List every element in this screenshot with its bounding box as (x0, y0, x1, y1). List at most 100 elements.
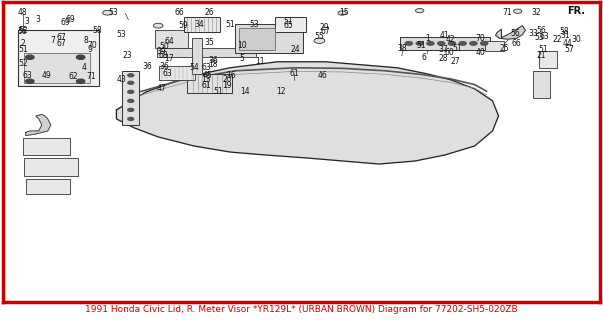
Text: 63: 63 (540, 32, 549, 41)
Text: 1: 1 (426, 34, 431, 43)
Circle shape (26, 55, 34, 59)
Text: 19: 19 (222, 81, 232, 90)
Text: 32: 32 (531, 8, 541, 17)
Text: 4: 4 (81, 63, 86, 72)
Bar (539, 51, 557, 68)
Text: 53: 53 (534, 33, 544, 42)
Text: 26: 26 (204, 8, 214, 17)
Text: 3: 3 (25, 17, 30, 26)
Text: 53: 53 (249, 20, 259, 29)
Text: 39: 39 (156, 47, 166, 56)
Text: 58: 58 (560, 27, 569, 36)
Text: 51: 51 (416, 41, 426, 50)
Bar (533, 71, 550, 98)
Bar (23, 139, 71, 155)
Text: 21: 21 (537, 51, 546, 60)
Circle shape (438, 42, 445, 45)
Text: 59: 59 (178, 21, 188, 30)
Bar (24, 53, 90, 83)
Text: 45: 45 (202, 71, 212, 80)
Polygon shape (496, 26, 525, 39)
Text: 27: 27 (450, 57, 460, 66)
Text: FR.: FR. (567, 6, 585, 16)
Circle shape (427, 42, 434, 45)
Text: 36: 36 (208, 56, 218, 65)
Polygon shape (116, 62, 499, 164)
Text: 51: 51 (213, 87, 223, 96)
Text: 24: 24 (291, 45, 300, 54)
Circle shape (459, 42, 466, 45)
Text: 63: 63 (201, 63, 211, 72)
Text: 70: 70 (476, 34, 485, 43)
Text: 61: 61 (201, 81, 211, 90)
Text: 69: 69 (61, 18, 71, 27)
Bar (192, 38, 203, 74)
Circle shape (449, 42, 455, 45)
Bar (184, 17, 219, 32)
Text: 23: 23 (122, 51, 132, 60)
Text: 20: 20 (222, 75, 232, 84)
Circle shape (153, 23, 163, 28)
Text: 30: 30 (571, 35, 581, 44)
Text: 33: 33 (528, 29, 538, 38)
Text: 67: 67 (57, 33, 66, 42)
Text: 5: 5 (239, 54, 244, 63)
Circle shape (77, 79, 85, 84)
Circle shape (128, 117, 134, 120)
Text: 67: 67 (57, 39, 66, 48)
Bar (157, 48, 256, 57)
Text: 53: 53 (109, 8, 118, 17)
Text: 71: 71 (87, 72, 96, 81)
Circle shape (405, 42, 412, 45)
Bar (274, 17, 306, 32)
Text: 65: 65 (283, 21, 293, 30)
Text: 70: 70 (87, 41, 98, 50)
Circle shape (470, 42, 477, 45)
Text: 16: 16 (226, 71, 236, 80)
Text: 18: 18 (209, 60, 218, 69)
Text: 25: 25 (500, 44, 510, 53)
Bar (485, 41, 505, 51)
Circle shape (338, 11, 346, 15)
Text: 10: 10 (237, 41, 247, 50)
Circle shape (128, 81, 134, 84)
Text: 55: 55 (315, 32, 324, 41)
Text: 69: 69 (65, 15, 75, 24)
Text: 49: 49 (42, 71, 51, 80)
Text: 9: 9 (87, 45, 92, 54)
Text: 29: 29 (320, 23, 329, 32)
Text: 51: 51 (225, 20, 235, 29)
Circle shape (128, 90, 134, 93)
Text: 40: 40 (476, 48, 485, 57)
Text: 14: 14 (240, 87, 250, 96)
Text: 28: 28 (439, 54, 448, 63)
Text: 36: 36 (159, 62, 169, 71)
Circle shape (415, 9, 424, 13)
Text: 13: 13 (201, 75, 211, 84)
Text: 46: 46 (318, 71, 327, 80)
Text: 43: 43 (116, 75, 126, 84)
Bar (187, 74, 232, 93)
Bar (400, 37, 490, 50)
Text: 66: 66 (174, 8, 184, 17)
Text: 71: 71 (503, 8, 513, 17)
Text: 61: 61 (289, 69, 299, 78)
Circle shape (128, 99, 134, 102)
Bar (239, 28, 274, 50)
Text: 51: 51 (538, 45, 548, 54)
Text: 57: 57 (564, 45, 574, 54)
Text: 17: 17 (164, 54, 174, 63)
Text: 48: 48 (18, 8, 28, 17)
Text: 56: 56 (537, 26, 546, 35)
Text: 62: 62 (69, 72, 78, 81)
Circle shape (77, 55, 85, 59)
Text: 47: 47 (156, 84, 166, 93)
Text: 54: 54 (189, 63, 199, 72)
Text: 68: 68 (158, 51, 168, 60)
Bar (155, 30, 188, 48)
Text: 52: 52 (18, 59, 28, 68)
Text: 1991 Honda Civic Lid, R. Meter Visor *YR129L* (URBAN BROWN) Diagram for 77202-SH: 1991 Honda Civic Lid, R. Meter Visor *YR… (85, 305, 518, 314)
Bar (18, 30, 98, 86)
Text: 51: 51 (18, 45, 28, 54)
Text: 2: 2 (21, 39, 25, 48)
